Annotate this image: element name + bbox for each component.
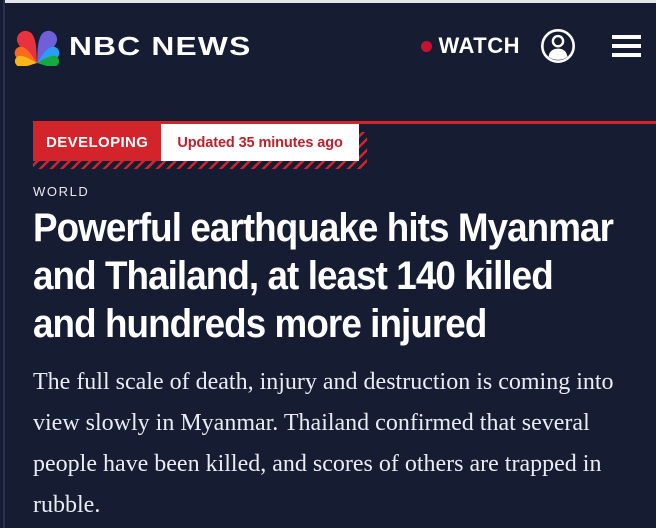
dek: The full scale of death, injury and dest… xyxy=(33,362,656,526)
headline: Powerful earthquake hits Myanmar and Tha… xyxy=(33,204,614,348)
hamburger-menu-icon xyxy=(612,44,641,48)
peacock-feather-green xyxy=(37,55,60,66)
updated-badge: Updated 35 minutes ago xyxy=(161,124,359,161)
profile-icon xyxy=(541,29,575,63)
watch-label: WATCH xyxy=(438,33,520,58)
peacock-feather-purple xyxy=(37,30,58,63)
dek-line: people have been killed, and scores of o… xyxy=(33,451,602,477)
dek-line: rubble. xyxy=(33,492,101,518)
headline-line: and Thailand, at least 140 killed xyxy=(33,254,554,298)
window-left-edge xyxy=(3,0,5,528)
nbc-peacock-icon xyxy=(14,30,60,66)
nbc-news-logo[interactable]: NBC NEWS xyxy=(14,26,250,66)
dek-line: The full scale of death, injury and dest… xyxy=(33,369,614,395)
developing-badge: DEVELOPING xyxy=(33,124,162,161)
dek-line: view slowly in Myanmar. Thailand confirm… xyxy=(33,410,590,436)
headline-line: Powerful earthquake hits Myanmar xyxy=(33,206,614,250)
watch-button[interactable]: WATCH xyxy=(421,33,520,59)
developing-banner: DEVELOPING Updated 35 minutes ago xyxy=(33,121,656,169)
hamburger-menu-icon xyxy=(612,35,641,39)
header-actions: WATCH xyxy=(421,27,641,65)
article: WORLD Powerful earthquake hits Myanmar a… xyxy=(0,184,656,526)
profile-button[interactable] xyxy=(539,27,577,65)
menu-button[interactable] xyxy=(612,35,641,57)
hamburger-menu-icon xyxy=(612,53,641,57)
section-label[interactable]: WORLD xyxy=(33,184,90,199)
live-dot-icon xyxy=(421,40,433,52)
banner-rule xyxy=(33,121,656,124)
badge-group[interactable]: DEVELOPING Updated 35 minutes ago xyxy=(33,124,367,169)
brand-title: NBC NEWS xyxy=(69,30,252,61)
window-top-edge xyxy=(4,0,656,3)
site-header: NBC NEWS WATCH xyxy=(0,0,656,67)
headline-line: and hundreds more injured xyxy=(33,302,487,346)
peacock-feather-red xyxy=(16,30,37,63)
peacock-feather-yellow xyxy=(14,55,37,66)
